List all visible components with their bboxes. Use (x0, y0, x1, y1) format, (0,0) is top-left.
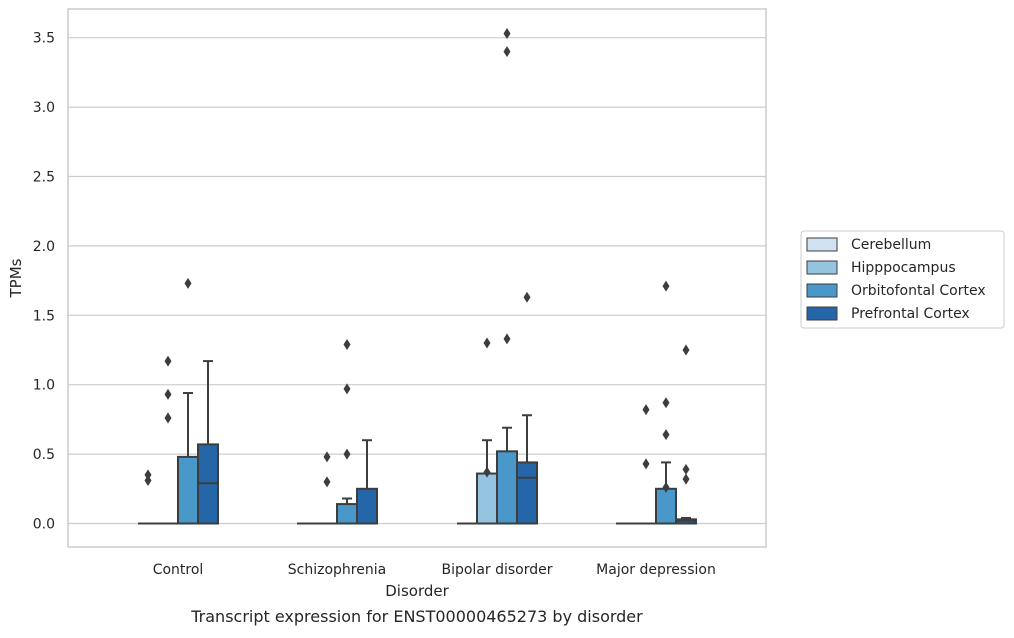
outlier-point (144, 469, 152, 481)
legend-entry: Hipppocampus (851, 260, 956, 276)
box-prefrontal-cortex (197, 360, 219, 525)
y-tick-label: 2.5 (33, 170, 55, 186)
outlier-point (682, 344, 690, 356)
outlier-point (503, 28, 511, 40)
box-prefrontal-cortex (675, 344, 697, 525)
box-cerebellum (138, 469, 158, 525)
box-prefrontal-cortex (356, 439, 378, 525)
x-tick-label: Bipolar disorder (441, 562, 552, 578)
outlier-point (682, 463, 690, 475)
outlier-point (144, 474, 152, 486)
outlier-point (164, 412, 172, 424)
box-body (336, 503, 358, 525)
outlier-point (662, 280, 670, 292)
y-tick-label: 3.5 (33, 31, 55, 47)
y-tick-labels: 0.0 0.5 1.0 1.5 2.0 2.5 3.0 3.5 (33, 31, 55, 533)
y-tick-label: 0.5 (33, 447, 55, 463)
box-series (138, 28, 697, 525)
box-body (177, 455, 199, 525)
legend-entry: Prefrontal Cortex (851, 306, 970, 322)
outlier-point (164, 388, 172, 400)
x-axis-label: Disorder (385, 582, 449, 600)
box-prefrontal-cortex (516, 291, 538, 525)
plot-background (68, 9, 766, 547)
legend-swatch (806, 283, 838, 298)
outlier-point (343, 383, 351, 395)
box-hipppocampus (636, 404, 656, 525)
y-tick-label: 3.0 (33, 100, 55, 116)
outlier-point (662, 397, 670, 409)
box-orbitofontal-cortex (496, 28, 518, 525)
plot-frame (67, 8, 767, 548)
outlier-point (164, 355, 172, 367)
y-tick-label: 2.0 (33, 239, 55, 255)
y-tick-label: 0.0 (33, 517, 55, 533)
outlier-point (343, 338, 351, 350)
outlier-point (503, 46, 511, 58)
box-orbitofontal-cortex (655, 280, 677, 525)
x-tick-labels: Control Schizophrenia Bipolar disorder Majo… (153, 562, 716, 578)
outlier-point (642, 458, 650, 470)
outlier-point (483, 466, 491, 478)
legend-swatch (806, 260, 838, 275)
outlier-point (682, 473, 690, 485)
y-gridlines (68, 37, 766, 525)
outlier-point (662, 429, 670, 441)
box-orbitofontal-cortex (177, 277, 199, 525)
box-hipppocampus (317, 451, 337, 525)
legend-entry: Orbitofontal Cortex (851, 283, 986, 299)
outlier-point (503, 333, 511, 345)
y-axis-label: TPMs (7, 258, 25, 298)
x-tick-label: Schizophrenia (288, 562, 386, 578)
box-body (516, 461, 538, 525)
legend-frame (800, 230, 1005, 329)
legend-entry: Cerebellum (851, 237, 931, 253)
legend-swatch (806, 306, 838, 321)
outlier-point (662, 481, 670, 493)
box-hipppocampus (158, 355, 178, 525)
box-body (356, 487, 378, 525)
box-orbitofontal-cortex (336, 338, 358, 525)
outlier-point (323, 476, 331, 488)
outlier-point (642, 404, 650, 416)
box-hipppocampus (476, 337, 498, 525)
legend-swatch (806, 237, 838, 252)
chart-caption: Transcript expression for ENST0000046527… (190, 607, 643, 626)
y-tick-label: 1.5 (33, 308, 55, 324)
x-tick-label: Control (153, 562, 204, 578)
box-body (655, 487, 677, 525)
outlier-point (483, 337, 491, 349)
outlier-point (523, 291, 531, 303)
outlier-point (184, 277, 192, 289)
x-tick-label: Major depression (596, 562, 716, 578)
y-tick-label: 1.0 (33, 378, 55, 394)
legend: Cerebellum Hipppocampus Orbitofontal Corte… (800, 230, 1005, 329)
box-body (476, 472, 498, 525)
outlier-point (343, 448, 351, 460)
box-body (496, 450, 518, 525)
outlier-point (323, 451, 331, 463)
